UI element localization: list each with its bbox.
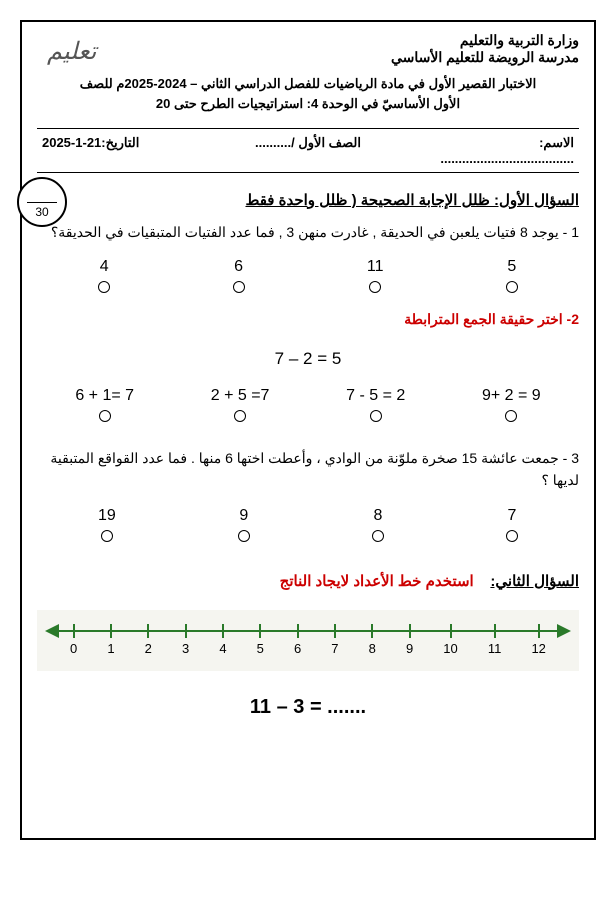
numberline-tick: 3 (182, 624, 189, 656)
q1-sub2-text: 2- اختر حقيقة الجمع المترابطة (37, 308, 579, 330)
numberline-tick: 6 (294, 624, 301, 656)
info-row: الاسم: .................................… (37, 128, 579, 173)
opt-label: 4 (100, 258, 109, 275)
class-field: الصف الأول /.......... (218, 135, 399, 166)
radio-icon (99, 410, 111, 422)
numberline-tick: 12 (531, 624, 545, 656)
q2-title: السؤال الثاني: استخدم خط الأعداد لايجاد … (37, 572, 579, 590)
header: وزارة التربية والتعليم مدرسة الرويضة للت… (37, 32, 579, 66)
q1-sub1-text: 1 - يوجد 8 فتيات يلعبن في الحديقة , غادر… (37, 221, 579, 243)
q1s2-opt-b[interactable]: 2 + 5 =7 (211, 387, 270, 422)
q1s3-opt-b[interactable]: 9 (238, 507, 250, 542)
radio-icon (238, 530, 250, 542)
opt-label: 19 (98, 507, 116, 524)
numberline-tick: 0 (70, 624, 77, 656)
q1-sub3-text: 3 - جمعت عائشة 15 صخرة ملوّنة من الوادي … (37, 447, 579, 492)
radio-icon (234, 410, 246, 422)
numberline-tick: 2 (145, 624, 152, 656)
opt-label: 11 (367, 258, 384, 275)
worksheet-page: وزارة التربية والتعليم مدرسة الرويضة للت… (20, 20, 596, 840)
numberline-tick: 5 (257, 624, 264, 656)
exam-line2: الأول الأساسيّ في الوحدة 4: استراتيجيات … (37, 94, 579, 114)
opt-label: 5 (507, 258, 516, 275)
radio-icon (101, 530, 113, 542)
q1s1-opt-a[interactable]: 4 (98, 258, 110, 293)
q1-sub2-options: 6 + 1= 7 2 + 5 =7 7 - 5 = 2 9+ 2 = 9 (37, 387, 579, 422)
ministry-line2: مدرسة الرويضة للتعليم الأساسي (391, 49, 579, 66)
name-field: الاسم: .................................… (398, 135, 579, 166)
q1s1-opt-b[interactable]: 6 (233, 258, 245, 293)
radio-icon (370, 410, 382, 422)
q2-equation: 11 – 3 = ....... (37, 696, 579, 719)
logo-text: تعليم (47, 37, 96, 66)
q1s1-opt-c[interactable]: 11 (367, 258, 384, 293)
q1-sub3-options: 19 9 8 7 (37, 507, 579, 542)
numberline-tick: 11 (488, 624, 502, 656)
radio-icon (506, 281, 518, 293)
score-divider (27, 202, 57, 203)
opt-label: 8 (373, 507, 382, 524)
radio-icon (372, 530, 384, 542)
radio-icon (505, 410, 517, 422)
ministry-block: وزارة التربية والتعليم مدرسة الرويضة للت… (391, 32, 579, 66)
numberline: 0123456789101112 (45, 618, 571, 663)
q1-sub2-equation: 7 – 2 = 5 (37, 349, 579, 369)
opt-label: 7 - 5 = 2 (346, 387, 405, 404)
q2-label: السؤال الثاني: (490, 573, 579, 590)
exam-title: الاختبار القصير الأول في مادة الرياضيات … (37, 74, 579, 113)
ministry-line1: وزارة التربية والتعليم (391, 32, 579, 49)
arrow-right-icon (557, 624, 571, 638)
numberline-ticks: 0123456789101112 (70, 624, 546, 656)
opt-label: 6 + 1= 7 (75, 387, 134, 404)
radio-icon (233, 281, 245, 293)
q1-title: السؤال الأول: ظلل الإجابة الصحيحة ( ظلل … (37, 191, 579, 209)
q1s2-opt-c[interactable]: 7 - 5 = 2 (346, 387, 405, 422)
exam-line1: الاختبار القصير الأول في مادة الرياضيات … (37, 74, 579, 94)
numberline-tick: 4 (219, 624, 226, 656)
numberline-tick: 1 (107, 624, 114, 656)
q1s3-opt-c[interactable]: 8 (372, 507, 384, 542)
score-total: 30 (35, 205, 48, 219)
radio-icon (506, 530, 518, 542)
numberline-tick: 9 (406, 624, 413, 656)
q1s1-opt-d[interactable]: 5 (506, 258, 518, 293)
q2-red: استخدم خط الأعداد لايجاد الناتج (280, 573, 474, 590)
opt-label: 9+ 2 = 9 (482, 387, 541, 404)
radio-icon (369, 281, 381, 293)
date-field: التاريخ:21-1-2025 (37, 135, 218, 166)
opt-label: 6 (234, 258, 243, 275)
q1-sub1-options: 4 6 11 5 (37, 258, 579, 293)
opt-label: 9 (239, 507, 248, 524)
opt-label: 2 + 5 =7 (211, 387, 270, 404)
q1s2-opt-a[interactable]: 6 + 1= 7 (75, 387, 134, 422)
numberline-tick: 7 (331, 624, 338, 656)
q1s2-opt-d[interactable]: 9+ 2 = 9 (482, 387, 541, 422)
score-circle: 30 (17, 177, 67, 227)
numberline-tick: 8 (369, 624, 376, 656)
radio-icon (98, 281, 110, 293)
numberline-container: 0123456789101112 (37, 610, 579, 671)
q1s3-opt-a[interactable]: 19 (98, 507, 116, 542)
q1s3-opt-d[interactable]: 7 (506, 507, 518, 542)
numberline-tick: 10 (443, 624, 457, 656)
opt-label: 7 (508, 507, 517, 524)
score-blank (40, 186, 43, 200)
